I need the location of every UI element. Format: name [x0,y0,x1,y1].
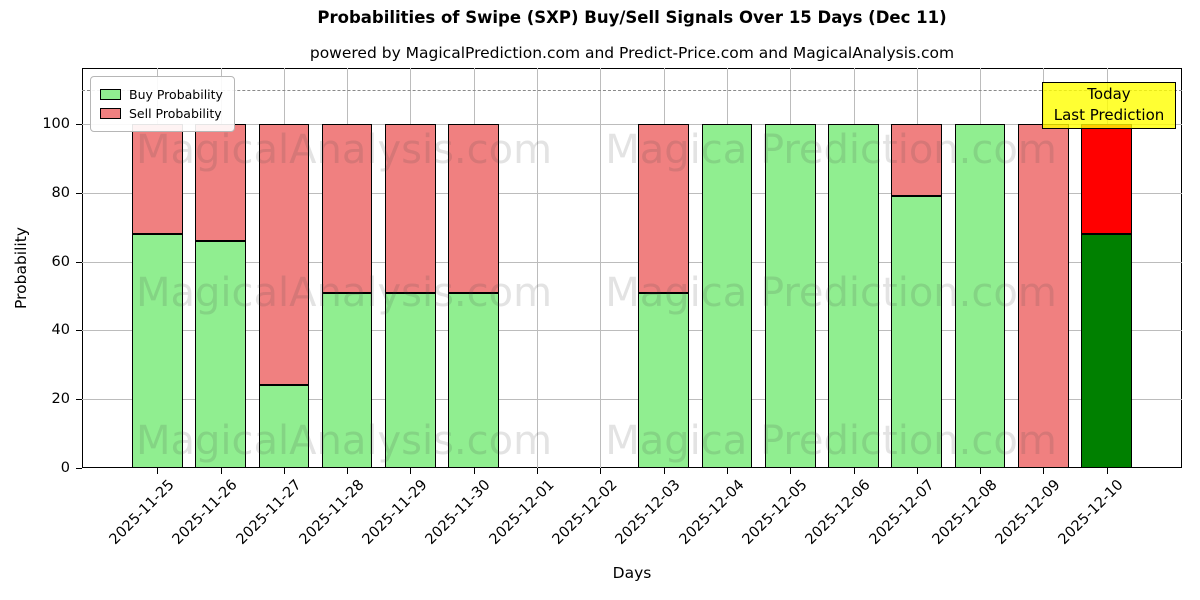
horizontal-gridline [82,399,1182,401]
legend-label-sell: Sell Probability [129,106,222,121]
bar-sell-segment [132,124,183,235]
x-tick-label: 2025-11-29 [359,477,431,548]
today-annotation-line1: Today [1087,85,1131,103]
x-tick-mark [410,468,412,474]
dashed-threshold-line [82,89,1182,91]
x-tick-label: 2025-12-10 [1056,477,1127,548]
x-tick-label: 2025-11-28 [296,477,368,548]
x-tick-mark [726,468,728,474]
bar-buy-segment [132,234,183,468]
bar-sell-segment [195,124,246,241]
bar-sell-segment [891,124,943,197]
y-tick-mark [76,330,82,332]
legend: Buy Probability Sell Probability [90,76,235,132]
x-tick-label: 2025-12-02 [549,477,621,548]
x-tick-mark [220,468,222,474]
bar-sell-segment [321,124,373,293]
x-tick-label: 2025-12-07 [866,477,938,548]
vertical-gridline [600,68,602,468]
chart-subtitle: powered by MagicalPrediction.com and Pre… [309,44,955,62]
x-tick-label: 2025-12-03 [613,477,684,548]
bar-buy-segment [321,292,373,468]
horizontal-gridline [82,330,1182,332]
x-tick-label: 2025-12-09 [992,477,1064,548]
bar-sell-segment [385,124,436,293]
y-tick-mark [76,468,82,469]
x-tick-mark [600,468,602,474]
vertical-gridline [537,68,539,468]
y-tick-label: 0 [60,460,70,476]
horizontal-gridline [82,261,1182,263]
y-tick-mark [76,261,82,263]
bar-buy-segment [448,292,500,468]
x-tick-mark [980,468,982,474]
x-tick-label: 2025-12-01 [486,477,558,548]
legend-item-buy: Buy Probability [100,86,223,103]
sell-probability-swatch [100,108,121,119]
x-tick-label: 2025-11-30 [423,477,495,548]
today-annotation: Today Last Prediction [1042,82,1176,129]
x-tick-label: 2025-11-27 [233,477,305,548]
y-tick-label: 40 [51,322,70,339]
legend-item-sell: Sell Probability [100,105,223,122]
x-tick-mark [1106,468,1108,474]
y-tick-mark [76,124,82,126]
watermark-text: Magica Prediction.com [605,418,1057,464]
horizontal-gridline [82,124,1182,126]
x-tick-mark [347,468,349,474]
chart-title: Probabilities of Swipe (SXP) Buy/Sell Si… [317,8,947,27]
buy-probability-swatch [100,89,121,100]
bar-buy-segment [764,124,816,468]
x-tick-label: 2025-12-04 [676,477,748,548]
y-tick-mark [76,192,82,194]
bar-buy-segment [828,124,879,468]
bar-buy-segment [1081,234,1132,468]
y-axis-label: Probability [12,227,30,309]
bar-sell-segment [1081,124,1132,235]
watermark-text: MagicalAnalysis.com [135,270,553,316]
bar-buy-segment [701,124,753,468]
y-tick-label: 20 [51,391,70,408]
x-tick-label: 2025-12-05 [739,477,811,548]
watermark-text: Magica Prediction.com [605,127,1057,173]
watermark-text: MagicalAnalysis.com [135,127,553,173]
bar-buy-segment [954,124,1006,468]
x-tick-mark [663,468,665,474]
y-tick-label: 80 [51,184,70,201]
x-tick-label: 2025-12-08 [929,477,1001,548]
today-annotation-line2: Last Prediction [1053,106,1165,124]
bar-buy-segment [258,385,310,468]
y-tick-mark [76,399,82,401]
bar-buy-segment [891,196,943,468]
x-tick-label: 2025-11-25 [106,477,178,548]
bar-buy-segment [638,292,689,468]
y-tick-label: 60 [51,253,70,270]
bar-sell-segment [638,124,689,293]
x-tick-mark [537,468,539,474]
bar-sell-segment [258,124,310,386]
x-tick-mark [473,468,475,474]
y-tick-label: 100 [42,116,70,133]
x-tick-mark [1043,468,1045,474]
x-tick-label: 2025-12-06 [802,477,874,548]
x-tick-label: 2025-11-26 [169,477,241,548]
x-tick-mark [157,468,159,474]
watermark-text: Magica Prediction.com [605,270,1057,316]
horizontal-gridline [82,192,1182,194]
watermark-text: MagicalAnalysis.com [135,418,553,464]
legend-label-buy: Buy Probability [129,87,223,102]
x-axis-label: Days [612,564,652,582]
bar-buy-segment [385,292,436,468]
x-tick-mark [853,468,855,474]
bar-buy-segment [195,241,246,468]
x-tick-mark [283,468,285,474]
x-tick-mark [790,468,792,474]
x-tick-mark [916,468,918,474]
bar-sell-segment [448,124,500,293]
